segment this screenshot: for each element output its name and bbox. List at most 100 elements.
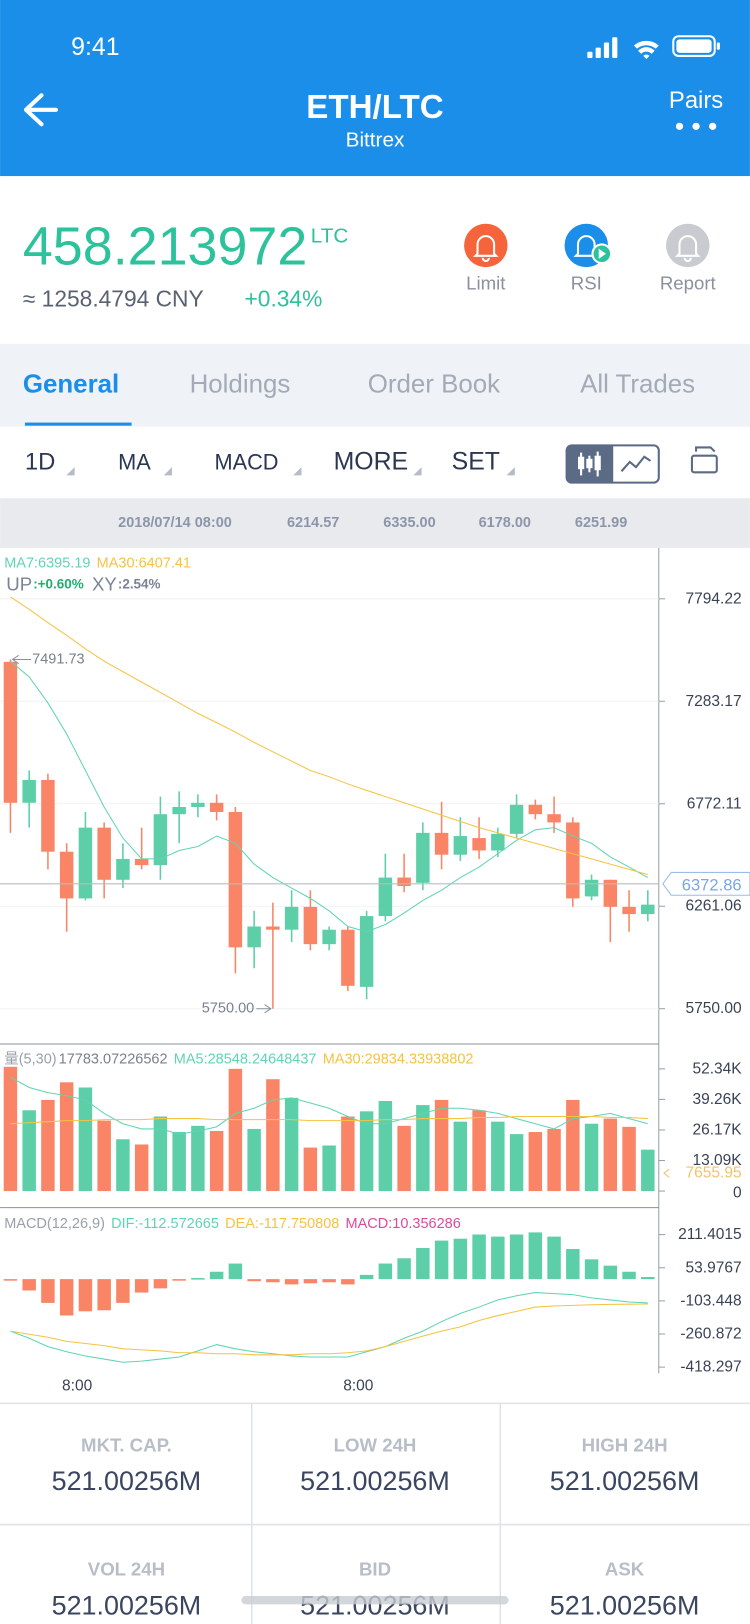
- candle-body: [191, 802, 205, 807]
- info-close: 6251.99: [575, 515, 627, 531]
- candle-body: [322, 929, 336, 945]
- volume-bar: [59, 1082, 74, 1192]
- volume-bar: [3, 1066, 18, 1192]
- stats-bg: [0, 1402, 750, 1624]
- candle-body: [509, 804, 524, 834]
- toolbar-item[interactable]: SET: [452, 448, 500, 475]
- macd-bar: [434, 1240, 449, 1280]
- macd-bar: [378, 1263, 393, 1280]
- stat-value: 521.00256M: [550, 1466, 700, 1496]
- candle-body: [584, 879, 599, 897]
- alert-label: RSI: [571, 272, 602, 293]
- candle-body: [247, 926, 261, 948]
- volume-bar: [472, 1110, 486, 1192]
- tab[interactable]: Order Book: [368, 370, 500, 398]
- status-time: 9:41: [71, 34, 119, 61]
- report-alert[interactable]: Report: [660, 223, 717, 294]
- ma-line: [10, 1076, 648, 1135]
- stat-value: 521.00256M: [300, 1466, 450, 1496]
- candle-body: [134, 858, 149, 866]
- low-marker-arrow: [256, 1004, 272, 1014]
- y-tick-label: 0: [733, 1185, 742, 1202]
- macd-bar: [566, 1249, 580, 1280]
- tab[interactable]: All Trades: [580, 370, 695, 398]
- exchange: Bittrex: [346, 128, 405, 151]
- candle-body: [528, 804, 543, 815]
- tab[interactable]: General: [23, 370, 119, 398]
- pairs-label: Pairs: [669, 87, 723, 114]
- info-low: 6178.00: [479, 515, 531, 531]
- info-bar: [0, 498, 750, 548]
- macd-bar: [491, 1236, 505, 1280]
- limit-alert[interactable]: Limit: [464, 223, 508, 294]
- legend-entry: DEA:-117.750808: [225, 1216, 339, 1232]
- toolbar-item[interactable]: 1D: [25, 448, 55, 475]
- ma-line: [10, 596, 648, 876]
- toolbar-item[interactable]: MACD: [214, 449, 278, 474]
- candle-body: [153, 814, 168, 866]
- legend-entry: MACD:10.356286: [346, 1216, 461, 1232]
- stats: MKT. CAP. 521.00256M LOW 24H 521.00256M HIGH…: [52, 1434, 700, 1620]
- y-tick-label: 6772.11: [687, 795, 742, 812]
- candle-body: [228, 812, 243, 948]
- candle-body: [303, 906, 318, 945]
- macd-bar: [284, 1279, 299, 1285]
- candle-body: [491, 833, 505, 851]
- macd-bar: [191, 1278, 205, 1280]
- candle-body: [641, 904, 655, 915]
- candle-body: [22, 779, 36, 803]
- stat-value: 521.00256M: [300, 1590, 450, 1620]
- y-tick-label: 26.17K: [692, 1121, 742, 1138]
- status-icons: [587, 35, 720, 60]
- pair-title: ETH/LTC: [306, 89, 443, 126]
- stat-value: 521.00256M: [52, 1466, 202, 1496]
- rotate-button[interactable]: [690, 446, 718, 474]
- volume-bar: [153, 1116, 168, 1192]
- price-unit: LTC: [311, 225, 349, 248]
- info-time: 2018/07/14 08:00: [118, 515, 232, 531]
- macd-bar: [116, 1279, 130, 1303]
- candle-body: [78, 827, 93, 899]
- macd-bar: [247, 1279, 261, 1282]
- legend-entry: MA7:6395.19: [4, 555, 90, 571]
- tab[interactable]: Holdings: [190, 370, 291, 398]
- candle-body: [566, 822, 580, 899]
- macd-bar: [341, 1279, 355, 1285]
- toolbar: 1D MA MACD MORE SET: [25, 448, 500, 475]
- macd-bar: [228, 1263, 243, 1280]
- candle-body: [172, 806, 186, 815]
- macd-bar: [528, 1232, 543, 1280]
- y-tick-label: -418.297: [680, 1359, 741, 1376]
- volume-bar: [603, 1118, 618, 1192]
- indicator-value: :2.54%: [118, 577, 161, 592]
- chart-mode-toggle[interactable]: [565, 444, 660, 484]
- y-tick-label: 7283.17: [686, 693, 742, 710]
- ma-line: [10, 1115, 648, 1125]
- macd-bar: [303, 1279, 318, 1284]
- candle-body: [97, 827, 111, 880]
- volume-bar: [322, 1145, 336, 1192]
- legend-title: MACD(12,26,9): [4, 1216, 105, 1232]
- volume-bar: [209, 1130, 224, 1192]
- candle-body: [453, 836, 468, 855]
- toolbar-item[interactable]: MORE: [334, 448, 409, 475]
- y-tick-label: 5750.00: [686, 1000, 742, 1017]
- stat-label: HIGH 24H: [582, 1434, 668, 1455]
- ma-line: [10, 1303, 648, 1356]
- macd-bar: [322, 1279, 336, 1283]
- x-tick-label: 8:00: [62, 1377, 93, 1394]
- candle-body: [266, 926, 280, 930]
- rsi-alert[interactable]: RSI: [564, 223, 613, 294]
- info-values: 2018/07/14 08:00 6214.57 6335.00 6178.00…: [118, 515, 627, 531]
- stat-label: ASK: [605, 1559, 645, 1580]
- back-button[interactable]: [23, 93, 59, 127]
- price-change: +0.34%: [245, 285, 323, 311]
- toolbar-item[interactable]: MA: [118, 449, 151, 474]
- volume-bar: [397, 1125, 411, 1192]
- legend-value: 17783.07226562: [59, 1052, 168, 1068]
- macd-bar: [397, 1258, 411, 1280]
- tab-indicator: [24, 422, 132, 426]
- volume-bar: [228, 1068, 243, 1192]
- pairs-button[interactable]: Pairs: [669, 87, 723, 130]
